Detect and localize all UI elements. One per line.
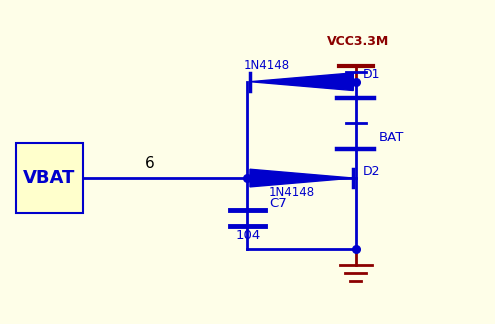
Text: 1N4148: 1N4148 xyxy=(244,59,290,72)
Text: D1: D1 xyxy=(363,68,381,81)
Polygon shape xyxy=(250,73,353,90)
Text: 104: 104 xyxy=(235,229,260,242)
Text: VCC3.3M: VCC3.3M xyxy=(327,35,390,48)
FancyBboxPatch shape xyxy=(16,143,83,214)
Text: VBAT: VBAT xyxy=(23,169,76,187)
Text: D2: D2 xyxy=(363,165,381,178)
Text: C7: C7 xyxy=(270,197,288,210)
Text: BAT: BAT xyxy=(379,131,404,144)
Text: 6: 6 xyxy=(146,156,155,171)
Polygon shape xyxy=(250,169,353,187)
Text: 1N4148: 1N4148 xyxy=(269,186,315,199)
